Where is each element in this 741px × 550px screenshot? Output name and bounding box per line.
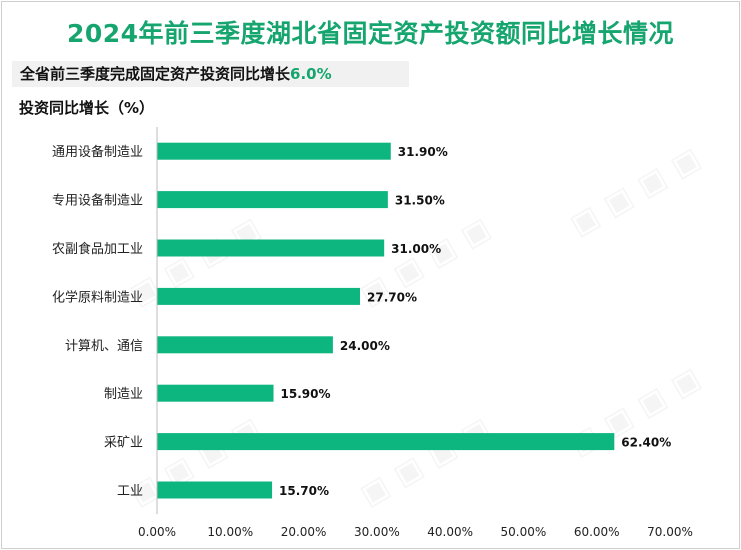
bar — [157, 239, 385, 257]
bar — [157, 142, 391, 160]
category-label: 工业 — [117, 484, 143, 499]
bar — [157, 433, 615, 451]
x-tick-label: 10.00% — [207, 525, 253, 539]
data-label: 31.00% — [391, 242, 441, 256]
bar — [157, 384, 274, 402]
data-label: 31.50% — [395, 194, 445, 208]
category-label: 农副食品加工业 — [52, 241, 143, 257]
data-label: 27.70% — [367, 290, 417, 304]
bar — [157, 287, 361, 305]
y-axis-label: 投资同比增长（%） — [19, 99, 155, 117]
x-tick-label: 40.00% — [427, 525, 473, 539]
x-tick-label: 60.00% — [574, 525, 620, 539]
data-label: 15.70% — [279, 484, 329, 498]
category-label: 计算机、通信 — [65, 339, 143, 354]
x-tick-label: 30.00% — [354, 525, 400, 539]
bars-layer: 通用设备制造业 31.90% 专用设备制造业 31.50% 农副食品加工业 31.00% 化… — [52, 142, 671, 499]
bar — [157, 481, 273, 499]
data-label: 62.40% — [621, 436, 671, 450]
data-label: 31.90% — [398, 145, 448, 159]
category-label: 专用设备制造业 — [52, 193, 143, 209]
summary-label: 全省前三季度完成固定资产投资同比增长 — [20, 65, 291, 83]
x-tick-label: 0.00% — [138, 525, 176, 539]
bar — [157, 336, 333, 354]
category-label: 采矿业 — [104, 436, 143, 451]
bar — [157, 191, 388, 209]
summary-value: 6.0% — [290, 65, 332, 83]
x-tick-label: 50.00% — [501, 525, 547, 539]
watermark-mark: ▣ ▣ ▣ ▣ — [564, 140, 707, 243]
x-tick-label: 70.00% — [647, 525, 693, 539]
x-tick-label: 20.00% — [281, 525, 327, 539]
category-label: 通用设备制造业 — [52, 144, 143, 160]
chart-title: 2024年前三季度湖北省固定资产投资额同比增长情况 — [66, 19, 675, 48]
summary-box: 全省前三季度完成固定资产投资同比增长6.0% — [12, 61, 409, 87]
data-label: 24.00% — [340, 339, 390, 353]
watermark-mark: ▣ ▣ ▣ ▣ — [354, 410, 497, 513]
category-label: 化学原料制造业 — [52, 289, 143, 305]
category-label: 制造业 — [104, 387, 143, 402]
data-label: 15.90% — [281, 387, 331, 401]
